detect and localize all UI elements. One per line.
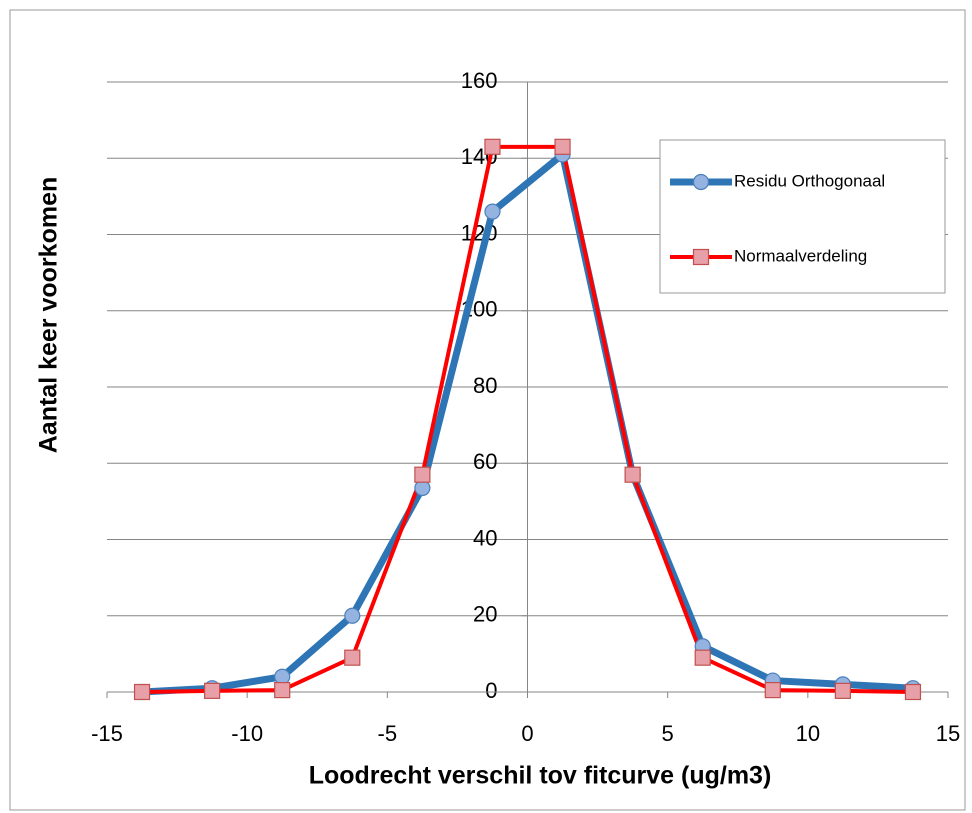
marker <box>764 681 781 699</box>
x-tick-label: -15 <box>91 721 123 746</box>
x-tick-label: 10 <box>796 721 820 746</box>
legend-box <box>659 139 946 294</box>
legend-label: Residu Orthogonaal <box>734 171 885 190</box>
y-tick-label: 160 <box>461 68 498 93</box>
x-axis-title: Loodrecht verschil tov fitcurve (ug/m3) <box>309 762 772 790</box>
marker <box>694 649 711 666</box>
y-tick-label: 80 <box>473 373 497 398</box>
x-tick-label: -5 <box>378 721 398 746</box>
y-tick-label: 20 <box>473 602 497 627</box>
y-axis-title: Aantal keer voorkomen <box>35 177 63 454</box>
y-tick-label: 60 <box>473 449 497 474</box>
marker <box>554 138 571 155</box>
legend-label: Normaalverdeling <box>734 246 867 265</box>
marker <box>484 203 501 220</box>
x-tick-label: 0 <box>521 721 533 746</box>
legend-marker <box>692 248 710 266</box>
y-tick-label: 40 <box>473 525 497 550</box>
marker <box>484 138 501 155</box>
marker <box>274 681 291 699</box>
marker <box>133 683 151 701</box>
marker <box>344 649 361 666</box>
x-tick-label: -10 <box>231 721 263 746</box>
y-tick-label: 0 <box>485 678 497 703</box>
marker <box>624 466 641 483</box>
marker <box>204 682 221 699</box>
series-line <box>142 144 913 694</box>
marker <box>904 683 922 701</box>
marker <box>344 607 361 624</box>
x-tick-label: 15 <box>936 721 960 746</box>
series-line <box>141 150 914 696</box>
x-tick-label: 5 <box>662 721 674 746</box>
legend-marker <box>692 173 710 191</box>
marker <box>414 466 431 483</box>
marker <box>834 682 851 699</box>
